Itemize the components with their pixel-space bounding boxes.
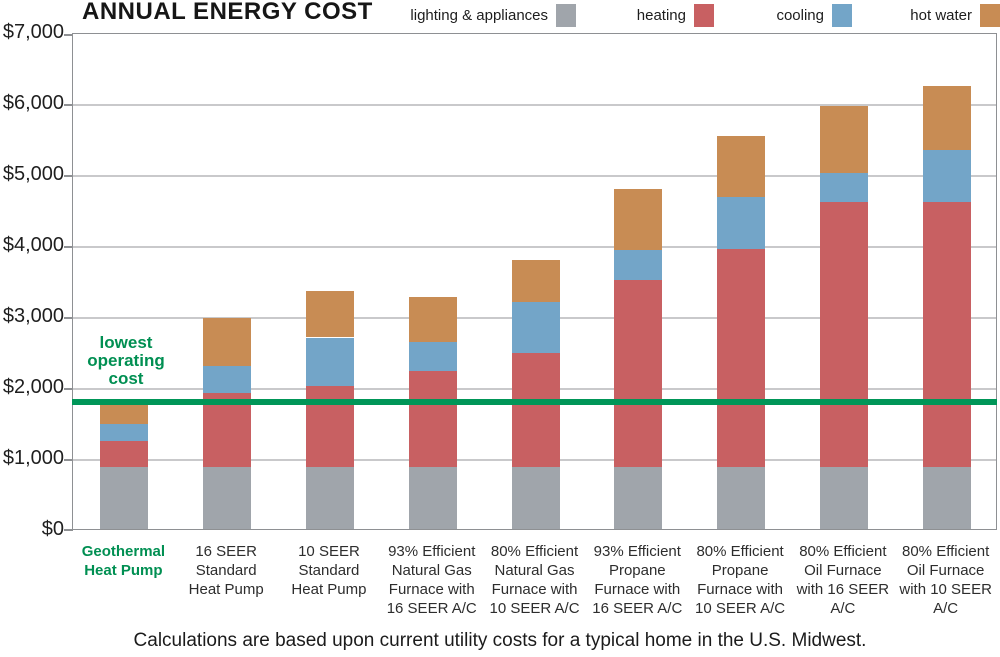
bar-segment-cooling (922, 149, 971, 202)
bar-segment-hot-water (511, 260, 560, 302)
y-axis-tick-label: $3,000 (2, 305, 64, 327)
y-axis-tick (64, 388, 73, 390)
x-axis-category-label: Geothermal Heat Pump (81, 543, 166, 580)
stacked-bar (305, 291, 354, 529)
bar-segment-heating (819, 202, 868, 467)
gridline (73, 175, 996, 177)
cooling-swatch-icon (832, 3, 852, 27)
x-axis-category-label: 80% Efficient Propane Furnace with 10 SE… (695, 543, 786, 618)
stacked-bar (819, 106, 868, 529)
plot-area (64, 33, 997, 531)
bar-segment-lighting-appliances (305, 467, 354, 529)
y-axis-tick (64, 104, 73, 106)
stacked-bar (511, 259, 560, 529)
legend-item-heating: heating (637, 2, 714, 28)
gridline (73, 246, 996, 248)
y-axis-tick-label: $1,000 (2, 447, 64, 469)
y-axis-tick (64, 34, 73, 36)
bar-segment-hot-water (819, 106, 868, 173)
bar-segment-lighting-appliances (511, 467, 560, 529)
y-axis-tick (64, 529, 73, 531)
x-axis-category-label: 80% Efficient Natural Gas Furnace with 1… (489, 543, 580, 618)
legend-label: hot water (910, 6, 972, 24)
bar-segment-lighting-appliances (408, 467, 457, 529)
bar-segment-heating (305, 385, 354, 467)
stacked-bar (203, 317, 252, 529)
y-axis-tick-label: $5,000 (2, 163, 64, 185)
stacked-bar (100, 403, 149, 529)
bar-segment-lighting-appliances (203, 467, 252, 529)
bar-segment-cooling (203, 366, 252, 393)
legend-label: heating (636, 6, 686, 24)
bar-segment-hot-water (100, 404, 149, 424)
bar-segment-heating (614, 280, 663, 467)
stacked-bar (408, 296, 457, 529)
y-axis-tick (64, 246, 73, 248)
x-axis-category-label: 80% Efficient Oil Furnace with 16 SEER A… (796, 543, 890, 618)
y-axis-tick-label: $4,000 (2, 234, 64, 256)
gridline (73, 104, 996, 106)
y-axis-tick (64, 317, 73, 319)
stacked-bar (922, 85, 971, 529)
bar-segment-hot-water (614, 189, 663, 250)
bar-segment-lighting-appliances (819, 467, 868, 529)
bar-segment-lighting-appliances (717, 467, 766, 529)
chart-title: ANNUAL ENERGY COST (82, 0, 373, 25)
bar-segment-heating (511, 353, 560, 467)
legend-item-hot-water: hot water (910, 2, 1000, 28)
bar-segment-lighting-appliances (100, 467, 149, 529)
bar-segment-hot-water (305, 291, 354, 337)
x-axis-category-label: 10 SEER Standard Heat Pump (291, 543, 367, 599)
bar-segment-cooling (717, 197, 766, 249)
legend-label: cooling (776, 6, 824, 24)
y-axis-tick-label: $0 (41, 518, 64, 540)
bar-segment-lighting-appliances (922, 467, 971, 529)
bar-segment-lighting-appliances (614, 467, 663, 529)
lowest-operating-cost-line (72, 398, 997, 405)
legend-label: lighting & appliances (410, 6, 548, 24)
bar-segment-heating (100, 441, 149, 467)
heating-swatch-icon (694, 3, 714, 27)
x-axis-category-label: 16 SEER Standard Heat Pump (188, 543, 264, 599)
bar-segment-cooling (511, 302, 560, 353)
bar-segment-hot-water (408, 297, 457, 342)
x-axis-category-label: 80% Efficient Oil Furnace with 10 SEER A… (899, 543, 992, 618)
bar-segment-heating (922, 202, 971, 467)
bar-segment-cooling (408, 342, 457, 371)
legend-item-cooling: cooling (776, 2, 852, 28)
bar-segment-hot-water (922, 86, 971, 150)
x-axis-category-label: 93% Efficient Natural Gas Furnace with 1… (386, 543, 477, 618)
legend-item-lighting: lighting & appliances (410, 2, 576, 28)
lighting-swatch-icon (556, 3, 576, 27)
bar-segment-hot-water (203, 318, 252, 366)
bar-segment-cooling (819, 173, 868, 202)
y-axis-tick-label: $7,000 (2, 21, 64, 43)
y-axis-tick-label: $6,000 (2, 92, 64, 114)
bar-segment-cooling (614, 250, 663, 280)
bar-segment-heating (408, 370, 457, 467)
y-axis-tick-label: $2,000 (2, 376, 64, 398)
stacked-bar (717, 135, 766, 529)
bar-segment-cooling (100, 424, 149, 441)
caption: Calculations are based upon current util… (133, 630, 867, 651)
x-axis-category-label: 93% Efficient Propane Furnace with 16 SE… (592, 543, 683, 618)
y-axis-tick (64, 459, 73, 461)
hot-water-swatch-icon (980, 3, 1000, 27)
bar-segment-heating (717, 248, 766, 467)
lowest-operating-cost-label: lowest operating cost (87, 333, 165, 389)
bar-segment-cooling (305, 338, 354, 386)
bar-segment-hot-water (717, 136, 766, 197)
y-axis-tick (64, 175, 73, 177)
x-axis-labels: Geothermal Heat Pump 16 SEER Standard Hea… (72, 542, 997, 618)
stacked-bar (614, 188, 663, 529)
